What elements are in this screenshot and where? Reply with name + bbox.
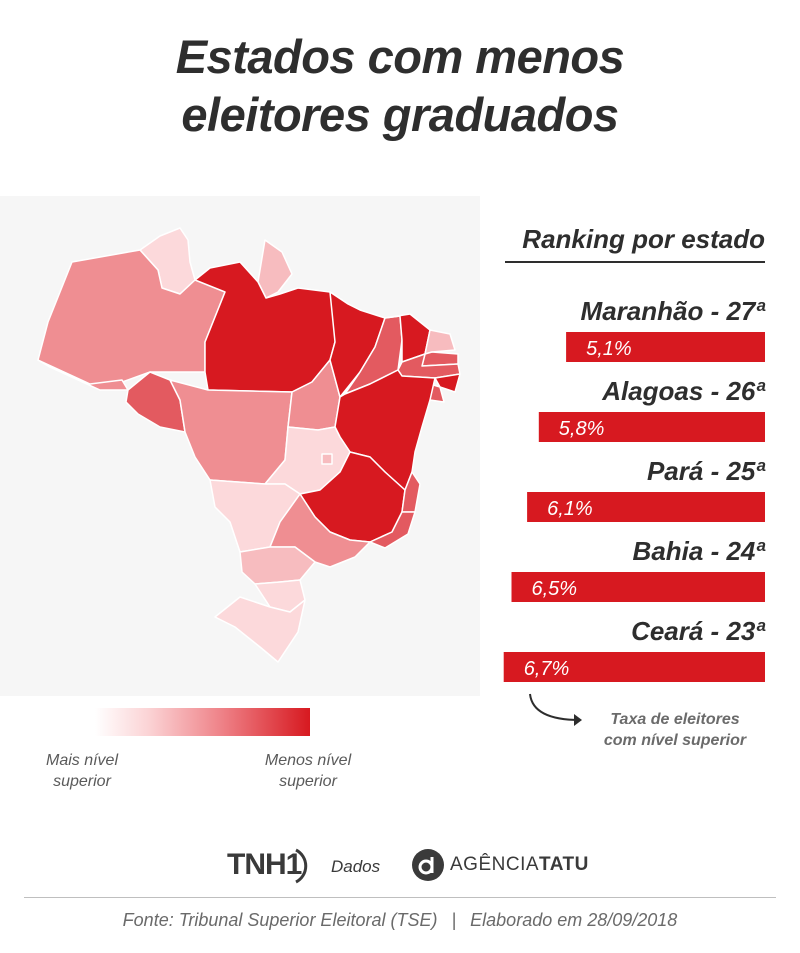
ranking-value-label: 6,1% [547, 498, 593, 520]
state-rio-grande-do-norte [424, 329, 456, 355]
state-rio-grande-do-sul [214, 596, 306, 663]
ranking-state-label: Ceará - 23ª [631, 616, 766, 646]
footer-separator: | [451, 910, 457, 930]
ranking-bar-chart: Maranhão - 27ª 5,1% Alagoas - 26ª 5,8% Pará … [503, 296, 767, 682]
state-amazonas [37, 249, 226, 391]
agencia-tatu-icon [412, 849, 444, 881]
chart-annotation: Taxa de eleitores com nível superior [590, 709, 760, 751]
ranking-bar [538, 412, 765, 442]
legend-label-less: Menos nível superior [258, 750, 358, 792]
ranking-value-label: 6,5% [532, 578, 578, 600]
state-distrito-federal [321, 453, 333, 465]
annotation-arrow-icon [529, 693, 582, 726]
state-rio-de-janeiro [369, 511, 416, 549]
state-amapa [257, 239, 293, 299]
state-mato-grosso [169, 379, 293, 485]
agencia-text: AGÊNCIA [450, 854, 540, 875]
ranking-bar [527, 492, 765, 522]
ranking-value-label: 6,7% [524, 658, 570, 680]
annotation-line-2: com nível superior [603, 732, 747, 749]
logos-row: TNH1 Dados AGÊNCIATATU [0, 840, 800, 890]
legend-right-line-1: Menos nível [264, 752, 352, 769]
ranking-state-label: Maranhão - 27ª [581, 296, 767, 326]
annotation-line-1: Taxa de eleitores [610, 711, 740, 728]
tnh1-ring-icon [295, 848, 308, 884]
ranking-bar [503, 652, 765, 682]
agencia-tatu-logo: AGÊNCIATATU [450, 854, 589, 876]
ranking-value-label: 5,8% [559, 418, 605, 440]
tnh1-logo: TNH1 [227, 848, 302, 881]
tatu-text: TATU [539, 854, 589, 875]
state-espirito-santo [401, 471, 421, 513]
title-line-1: Estados com menos [175, 30, 625, 83]
footer: Fonte: Tribunal Superior Eleitoral (TSE)… [0, 910, 800, 931]
ranking-header: Ranking por estado [505, 224, 765, 263]
ranking-state-label: Alagoas - 26ª [601, 376, 766, 406]
legend-label-more: Mais nível superior [32, 750, 132, 792]
dados-label: Dados [331, 857, 381, 876]
legend-gradient [95, 708, 310, 736]
legend-right-line-2: superior [279, 773, 337, 790]
state-alagoas [434, 373, 461, 393]
footer-source: Fonte: Tribunal Superior Eleitoral (TSE) [122, 910, 438, 930]
legend-left-line-2: superior [53, 773, 111, 790]
footer-date: Elaborado em 28/09/2018 [470, 910, 678, 930]
brazil-choropleth-map [37, 227, 461, 663]
page-title: Estados com menos eleitores graduados [0, 28, 800, 144]
ranking-bar [511, 572, 765, 602]
footer-divider [24, 897, 776, 898]
ranking-state-label: Bahia - 24ª [633, 536, 767, 566]
title-line-2: eleitores graduados [181, 88, 619, 141]
ranking-bar [566, 332, 765, 362]
ranking-state-label: Pará - 25ª [647, 456, 766, 486]
legend-left-line-1: Mais nível [45, 752, 119, 769]
ranking-value-label: 5,1% [586, 338, 632, 360]
